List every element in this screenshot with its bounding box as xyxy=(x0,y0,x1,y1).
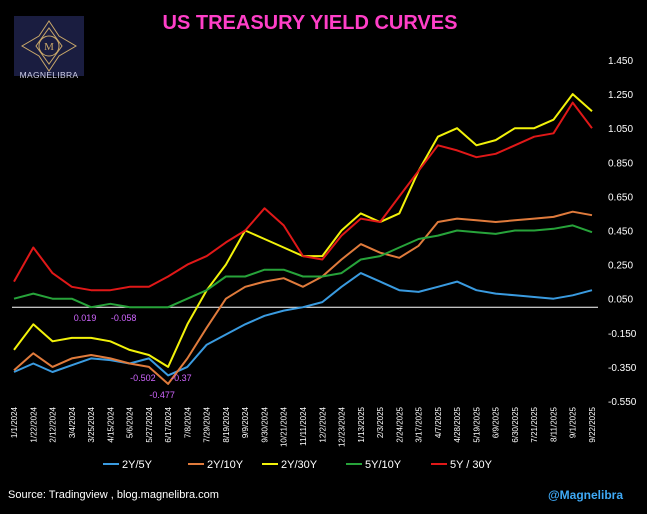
x-tick-label: 2/24/2025 xyxy=(395,406,404,442)
legend-label-3: 5Y/10Y xyxy=(365,459,402,471)
x-tick-label: 5/27/2024 xyxy=(145,406,154,442)
x-tick-label: 6/9/2025 xyxy=(492,406,501,438)
legend: 2Y/5Y 2Y/10Y 2Y/30Y 5Y/10Y 5Y / 30Y xyxy=(103,459,493,471)
series-line-0 xyxy=(13,272,593,377)
legend-label-0: 2Y/5Y xyxy=(122,459,153,471)
x-tick-label: 7/29/2024 xyxy=(203,406,212,442)
annotation-label-1: -0.058 xyxy=(111,313,137,323)
x-tick-label: 5/6/2024 xyxy=(126,406,135,438)
y-axis: 1.450 1.250 1.050 0.850 0.650 0.450 0.250 0.050… xyxy=(608,56,637,408)
x-tick-label: 6/17/2024 xyxy=(164,406,173,442)
y-tick-label: 1.450 xyxy=(608,56,633,67)
twitter-handle: @Magnelibra xyxy=(547,488,623,502)
annotation-label-3: -0.477 xyxy=(149,390,175,400)
x-tick-label: 9/1/2025 xyxy=(569,406,578,438)
x-tick-label: 1/13/2025 xyxy=(357,406,366,442)
y-tick-label: -0.550 xyxy=(608,397,637,408)
x-tick-label: 7/8/2024 xyxy=(183,406,192,438)
x-tick-label: 1/1/2024 xyxy=(10,406,19,438)
chart-title: US TREASURY YIELD CURVES xyxy=(163,12,458,34)
legend-label-1: 2Y/10Y xyxy=(207,459,244,471)
y-tick-label: 1.250 xyxy=(608,90,633,101)
plot-area: 0.019 -0.058 -0.37 -0.477 -0.502 xyxy=(12,93,598,400)
x-tick-label: 2/3/2025 xyxy=(376,406,385,438)
source-note: Source: Tradingview , blog.magnelibra.co… xyxy=(8,489,219,501)
logo-name: MAGNELIBRA xyxy=(19,70,79,80)
series-line-1 xyxy=(13,210,593,385)
x-axis: 1/1/2024 1/22/2024 2/12/2024 3/4/2024 3/25/2… xyxy=(10,406,597,447)
y-tick-label: -0.150 xyxy=(608,329,637,340)
series-line-2 xyxy=(13,93,593,368)
y-tick-label: 0.650 xyxy=(608,192,633,203)
legend-label-2: 2Y/30Y xyxy=(281,459,318,471)
svg-text:M: M xyxy=(44,41,54,53)
x-tick-label: 4/15/2024 xyxy=(106,406,115,442)
x-tick-label: 12/2/2024 xyxy=(318,406,327,442)
x-tick-label: 1/22/2024 xyxy=(29,406,38,442)
x-tick-label: 3/4/2024 xyxy=(68,406,77,438)
x-tick-label: 4/28/2025 xyxy=(453,406,462,442)
mandala-logo-icon: M xyxy=(14,16,84,76)
y-tick-label: 1.050 xyxy=(608,124,633,135)
series-line-3 xyxy=(13,224,593,309)
x-tick-label: 8/11/2025 xyxy=(550,406,559,442)
y-tick-label: -0.350 xyxy=(608,363,637,374)
x-tick-label: 6/30/2025 xyxy=(511,406,520,442)
x-tick-label: 12/23/2024 xyxy=(338,406,347,447)
y-tick-label: 0.250 xyxy=(608,261,633,272)
legend-label-4: 5Y / 30Y xyxy=(450,459,493,471)
y-tick-label: 0.050 xyxy=(608,295,633,306)
y-tick-label: 0.850 xyxy=(608,158,633,169)
x-tick-label: 2/12/2024 xyxy=(49,406,58,442)
x-tick-label: 11/11/2024 xyxy=(299,406,308,445)
x-tick-label: 9/22/2025 xyxy=(588,406,597,442)
x-tick-label: 8/19/2024 xyxy=(222,406,231,442)
x-tick-label: 9/9/2024 xyxy=(241,406,250,438)
x-tick-label: 3/17/2025 xyxy=(415,406,424,442)
annotation-label-0: 0.019 xyxy=(74,313,97,323)
x-tick-label: 10/21/2024 xyxy=(280,406,289,447)
annotation-label-2: -0.37 xyxy=(171,373,192,383)
series-line-4 xyxy=(13,101,593,292)
x-tick-label: 9/30/2024 xyxy=(261,406,270,442)
x-tick-label: 3/25/2024 xyxy=(87,406,96,442)
x-tick-label: 5/19/2025 xyxy=(472,406,481,442)
y-tick-label: 0.450 xyxy=(608,227,633,238)
annotation-label-4: -0.502 xyxy=(130,373,156,383)
x-tick-label: 7/21/2025 xyxy=(530,406,539,442)
x-tick-label: 4/7/2025 xyxy=(434,406,443,438)
